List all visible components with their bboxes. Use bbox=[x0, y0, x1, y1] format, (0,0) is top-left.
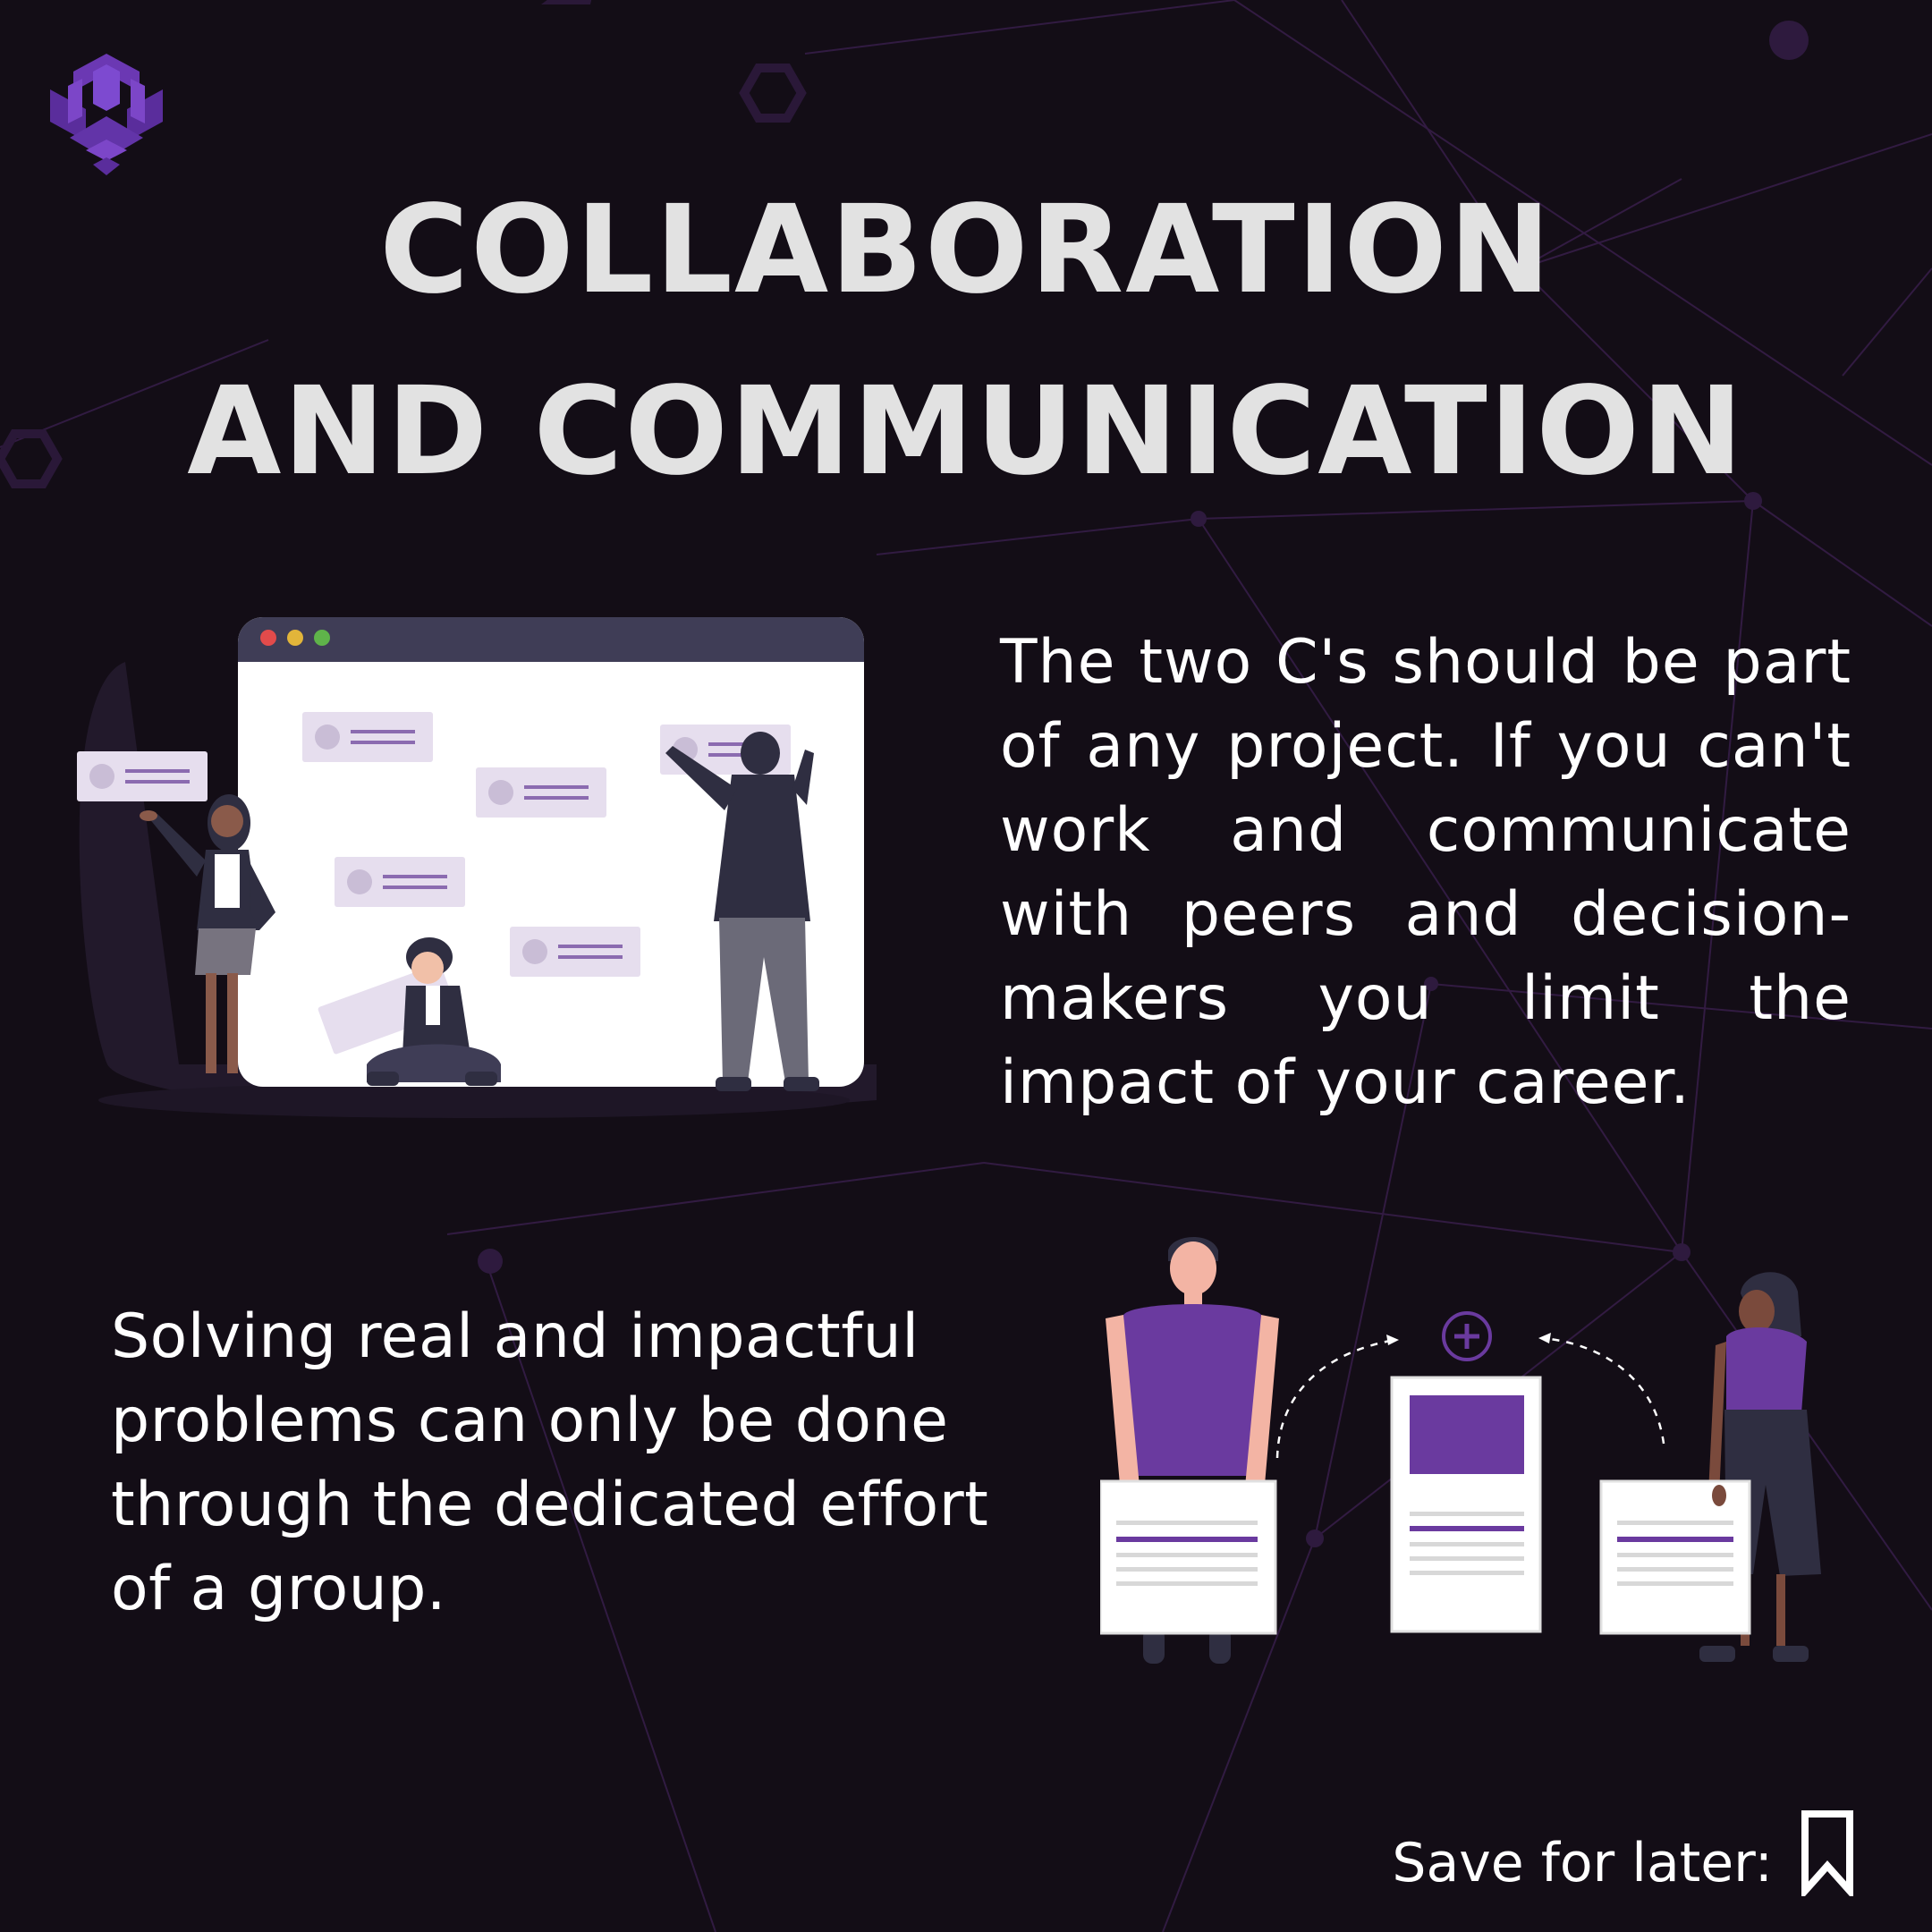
page-title-line-2: AND COMMUNICATION bbox=[187, 361, 1745, 503]
document-merge-illustration bbox=[1100, 1236, 1821, 1664]
cube-logo-icon bbox=[50, 54, 163, 175]
save-for-later-label: Save for later: bbox=[1392, 1832, 1773, 1894]
page-title-line-1: COLLABORATION bbox=[379, 180, 1553, 321]
intro-paragraph: The two C's should be part of any projec… bbox=[1000, 627, 1852, 1118]
bookmark-icon[interactable] bbox=[1800, 1810, 1855, 1896]
group-effort-paragraph: Solving real and impactful problems can … bbox=[111, 1301, 989, 1624]
plus-circle-icon bbox=[1442, 1311, 1492, 1361]
team-board-illustration bbox=[77, 617, 877, 1118]
